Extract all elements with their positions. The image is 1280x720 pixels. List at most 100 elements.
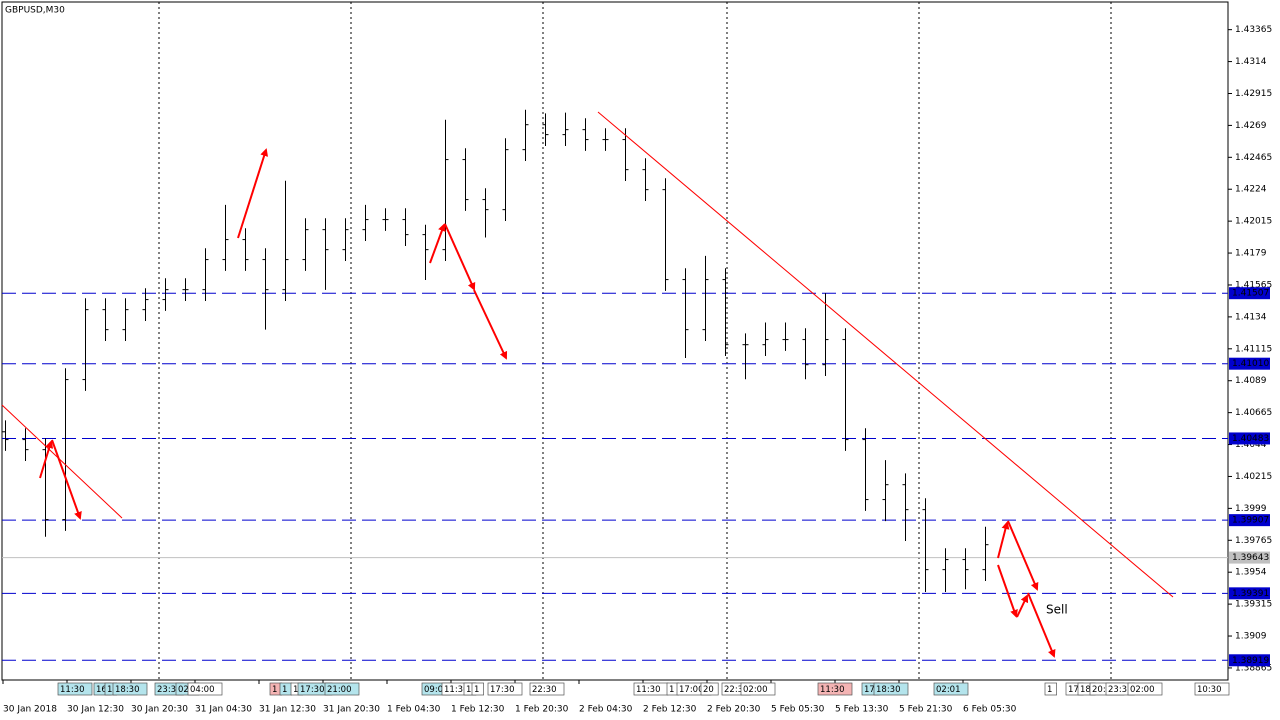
x-tick-label: 5 Feb 13:30 xyxy=(835,705,889,715)
event-marker-label: 04:00 xyxy=(190,685,215,695)
arrow xyxy=(237,148,268,239)
arrow xyxy=(1027,592,1056,658)
y-tick-label: 1.39765 xyxy=(1235,536,1272,546)
event-marker-label: 09:0 xyxy=(424,685,443,695)
price-axis: 1.43365 1.4314 1.42915 1.4269 1.42465 1.4224 1… xyxy=(1228,25,1272,673)
y-tick-label: 1.41115 xyxy=(1235,344,1272,354)
y-tick-label: 1.4179 xyxy=(1235,249,1267,259)
price-bars xyxy=(2,109,989,593)
y-tick-label: 1.4269 xyxy=(1235,121,1267,131)
event-marker-label: 17:00 xyxy=(679,685,704,695)
x-tick-label: 5 Feb 05:30 xyxy=(771,705,825,715)
event-marker-label: 20:00 xyxy=(1092,685,1117,695)
y-tick-label: 1.3909 xyxy=(1235,632,1267,642)
x-tick-label: 1 Feb 20:30 xyxy=(515,705,569,715)
level-label: 1.39391 xyxy=(1232,589,1269,599)
event-marker xyxy=(1127,682,1163,696)
y-tick-label: 1.41565 xyxy=(1235,280,1272,290)
x-tick-label: 31 Jan 20:30 xyxy=(323,705,380,715)
trend-line xyxy=(1,404,123,519)
event-marker xyxy=(529,682,565,696)
event-marker xyxy=(187,682,223,696)
event-marker xyxy=(933,682,969,696)
event-marker-label: 17 xyxy=(864,685,875,695)
annotation: Sell xyxy=(1046,603,1068,617)
y-tick-label: 1.4224 xyxy=(1235,185,1267,195)
event-marker-label: 1 xyxy=(272,685,277,695)
level-label-box xyxy=(1229,514,1270,527)
event-marker xyxy=(700,682,719,696)
y-tick-label: 1.42015 xyxy=(1235,217,1272,227)
arrow xyxy=(51,439,82,520)
event-marker-label: 18:30 xyxy=(876,685,901,695)
event-marker xyxy=(471,682,484,696)
event-marker-label: 02:00 xyxy=(1130,685,1155,695)
x-tick-label: 31 Jan 04:30 xyxy=(195,705,252,715)
x-tick-label: 30 Jan 2018 xyxy=(3,705,57,715)
x-tick-label: 5 Feb 21:30 xyxy=(899,705,953,715)
level-label-box xyxy=(1229,551,1270,564)
event-marker-label: 10:30 xyxy=(1197,685,1222,695)
event-marker-label: 1 xyxy=(466,685,471,695)
event-marker xyxy=(817,682,853,696)
event-marker xyxy=(112,682,148,696)
trend-lines xyxy=(1,111,1174,598)
y-tick-label: 1.43365 xyxy=(1235,25,1272,35)
event-marker-label: 11:30 xyxy=(820,685,845,695)
level-label-box xyxy=(1229,287,1270,300)
event-marker-label: 18:30 xyxy=(115,685,140,695)
y-tick-label: 1.4134 xyxy=(1235,312,1267,322)
time-axis: 30 Jan 2018 30 Jan 12:30 30 Jan 20:30 31 Ja… xyxy=(2,680,1230,715)
event-marker xyxy=(873,682,909,696)
level-label-box xyxy=(1229,654,1270,667)
event-marker-label: 23:3 xyxy=(1108,685,1127,695)
event-marker-label: 02:01 xyxy=(936,685,961,695)
arrow xyxy=(39,440,54,479)
arrow xyxy=(1016,594,1029,618)
y-tick-label: 1.39315 xyxy=(1235,600,1272,610)
event-marker-label: 17 xyxy=(1068,685,1079,695)
event-marker xyxy=(1044,682,1057,696)
event-marker-label: 16 xyxy=(96,685,107,695)
x-tick-label: 31 Jan 12:30 xyxy=(259,705,316,715)
event-marker-label: 1 xyxy=(474,685,479,695)
event-marker-label: 18 xyxy=(1080,685,1091,695)
arrow xyxy=(1007,520,1039,591)
level-label-box xyxy=(1229,432,1270,445)
event-marker-label: 11:30 xyxy=(60,685,85,695)
day-separators xyxy=(158,2,1112,680)
y-tick-label: 1.40215 xyxy=(1235,472,1272,482)
y-tick-label: 1.3999 xyxy=(1235,504,1267,514)
event-marker-label: 1 xyxy=(669,685,674,695)
arrows xyxy=(39,148,1056,658)
event-marker xyxy=(57,682,93,696)
y-tick-label: 1.4314 xyxy=(1235,57,1267,67)
event-marker-label: 02:00 xyxy=(743,685,768,695)
x-tick-label: 6 Feb 05:30 xyxy=(963,705,1017,715)
x-tick-label: 1 Feb 04:30 xyxy=(387,705,441,715)
event-marker-label: 11:30 xyxy=(636,685,661,695)
event-marker-label: 22:30 xyxy=(532,685,557,695)
level-label-box xyxy=(1229,357,1270,370)
arrow xyxy=(997,564,1018,618)
x-tick-label: 2 Feb 20:30 xyxy=(707,705,761,715)
x-tick-label: 30 Jan 12:30 xyxy=(67,705,124,715)
level-label: 1.40483 xyxy=(1232,434,1269,444)
x-tick-label: 1 Feb 12:30 xyxy=(451,705,505,715)
arrow xyxy=(997,521,1010,559)
y-tick-label: 1.4044 xyxy=(1235,440,1267,450)
event-marker xyxy=(324,682,360,696)
event-marker-label: 02: xyxy=(178,685,192,695)
event-marker xyxy=(487,682,523,696)
y-tick-label: 1.4089 xyxy=(1235,376,1267,386)
y-tick-label: 1.42915 xyxy=(1235,89,1272,99)
x-tick-label: 30 Jan 20:30 xyxy=(131,705,188,715)
event-marker-label: 1 xyxy=(282,685,287,695)
x-tick-label: 2 Feb 04:30 xyxy=(579,705,633,715)
level-label: 1.39643 xyxy=(1232,553,1269,563)
y-tick-label: 1.42465 xyxy=(1235,153,1272,163)
event-marker-label: 20 xyxy=(703,685,714,695)
event-marker xyxy=(1194,682,1230,696)
y-tick-label: 1.38865 xyxy=(1235,663,1272,673)
level-label: 1.41507 xyxy=(1232,289,1269,299)
